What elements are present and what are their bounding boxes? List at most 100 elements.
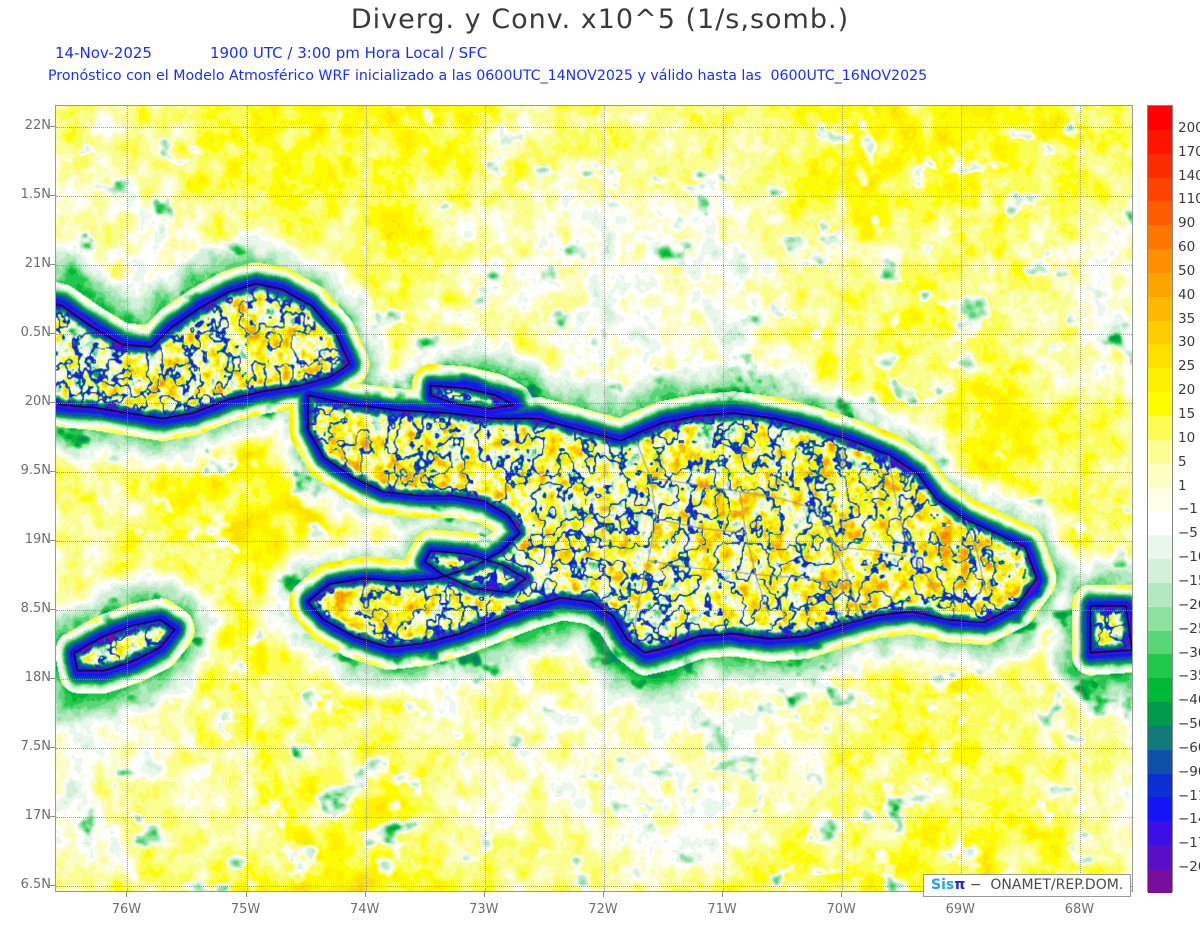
colorbar-tick-label: −60	[1178, 739, 1200, 756]
y-axis-label: 19N	[24, 531, 51, 547]
attribution-badge: Sisπ − ONAMET/REP.DOM.	[923, 874, 1132, 897]
y-axis-label: 21N	[24, 255, 51, 271]
y-tick	[50, 401, 55, 403]
colorbar-tick-label: −10	[1178, 549, 1200, 566]
x-tick	[722, 892, 724, 897]
colorbar-tick-label: 50	[1178, 262, 1196, 279]
colorbar-tick-label: 15	[1178, 406, 1196, 423]
colorbar-swatch	[1148, 821, 1172, 846]
colorbar-tick-label: 1	[1178, 477, 1187, 494]
x-axis-label: 76W	[111, 902, 142, 917]
colorbar-tick-label: −30	[1178, 644, 1200, 661]
colorbar-swatch	[1148, 582, 1172, 607]
colorbar-swatch	[1148, 392, 1172, 416]
colorbar-tick-label: −5	[1178, 525, 1198, 542]
model-description: Pronóstico con el Modelo Atmosférico WRF…	[48, 68, 928, 84]
colorbar-swatch	[1148, 106, 1172, 130]
x-tick	[364, 892, 366, 897]
y-axis-label: 8.5N	[20, 600, 51, 616]
y-tick	[50, 470, 55, 472]
colorbar-tick-label: 40	[1178, 286, 1196, 303]
x-axis-label: 71W	[707, 902, 737, 917]
map-plot-area	[55, 105, 1133, 892]
y-axis-label: 6.5N	[20, 877, 51, 893]
colorbar-tick-label: −35	[1178, 668, 1200, 685]
colorbar-tick-label: 25	[1178, 358, 1196, 375]
colorbar-swatch	[1148, 296, 1172, 321]
y-axis-label: 22N	[24, 117, 51, 133]
colorbar-tick-label: 60	[1178, 239, 1196, 256]
forecast-date: 14-Nov-2025	[55, 44, 152, 62]
colorbar-swatch	[1148, 725, 1172, 750]
forecast-datetime-line: 14-Nov-2025 1900 UTC / 3:00 pm Hora Local…	[55, 44, 487, 62]
y-axis-label: 20N	[24, 393, 51, 409]
y-axis-label: 9.5N	[20, 462, 51, 478]
x-axis-label: 68W	[1064, 902, 1095, 917]
y-tick	[50, 816, 55, 818]
y-tick	[50, 885, 55, 887]
colorbar-tick-label: −20	[1178, 596, 1200, 613]
colorbar-tick-label: −90	[1178, 763, 1200, 780]
colorbar-tick-label: 10	[1178, 429, 1196, 446]
colorbar-tick-label: −140	[1178, 811, 1200, 828]
page-title: Diverg. y Conv. x10^5 (1/s,somb.)	[350, 4, 850, 35]
colorbar-tick-label: 200	[1178, 119, 1200, 136]
y-tick	[50, 747, 55, 749]
divergence-convergence-field	[56, 106, 1132, 891]
forecast-time: 1900 UTC / 3:00 pm Hora Local / SFC	[209, 44, 488, 62]
x-tick	[245, 892, 247, 897]
colorbar-tick-label: 20	[1178, 382, 1196, 399]
x-axis-label: 73W	[469, 902, 499, 917]
colorbar-tick-label: −170	[1178, 835, 1200, 852]
colorbar-swatch	[1148, 272, 1172, 297]
y-axis-label: 7.5N	[20, 739, 51, 755]
colorbar-swatch	[1148, 797, 1172, 822]
colorbar-tick-label: −110	[1178, 787, 1200, 804]
colorbar-tick-label: 170	[1178, 143, 1200, 160]
pi-icon: π	[954, 877, 966, 893]
colorbar-tick-label: 5	[1178, 453, 1187, 470]
colorbar-swatch	[1148, 225, 1172, 250]
y-axis-label: 0.5N	[20, 324, 51, 340]
y-tick	[50, 125, 55, 127]
colorbar-swatch	[1148, 559, 1172, 583]
colorbar-tick-label: −40	[1178, 692, 1200, 709]
colorbar	[1147, 105, 1173, 893]
x-axis-label: 69W	[945, 902, 975, 917]
x-axis-label: 74W	[349, 902, 380, 917]
colorbar-tick-label: −50	[1178, 716, 1200, 733]
colorbar-swatch	[1148, 368, 1172, 393]
colorbar-tick-label: 30	[1178, 334, 1196, 351]
x-axis-label: 70W	[826, 902, 856, 917]
y-tick	[50, 608, 55, 610]
y-axis-label: 1.5N	[20, 186, 51, 202]
y-axis-label: 18N	[24, 669, 51, 685]
colorbar-swatch	[1148, 177, 1172, 202]
colorbar-swatch	[1148, 153, 1172, 178]
colorbar-swatch	[1148, 249, 1172, 273]
colorbar-tick-label: −25	[1178, 620, 1200, 637]
colorbar-swatch	[1148, 511, 1172, 536]
colorbar-swatch	[1148, 749, 1172, 774]
colorbar-swatch	[1148, 439, 1172, 464]
colorbar-swatch	[1148, 487, 1172, 512]
colorbar-tick-label: 110	[1178, 191, 1200, 208]
y-axis-label: 17N	[24, 808, 51, 824]
x-axis-label: 75W	[230, 902, 261, 917]
colorbar-swatch	[1148, 129, 1172, 154]
x-tick	[841, 892, 843, 897]
colorbar-swatch	[1148, 535, 1172, 560]
colorbar-tick-label: 35	[1178, 310, 1196, 327]
y-tick	[50, 263, 55, 265]
colorbar-swatch	[1148, 702, 1172, 726]
brand-name: Sis	[931, 877, 955, 893]
colorbar-tick-label: −15	[1178, 572, 1200, 589]
y-tick	[50, 332, 55, 334]
colorbar-tick-label: 90	[1178, 215, 1196, 232]
colorbar-swatch	[1148, 845, 1172, 869]
x-tick	[483, 892, 485, 897]
colorbar-swatch	[1148, 606, 1172, 631]
colorbar-tick-label: −1	[1178, 501, 1198, 518]
agency-name: − ONAMET/REP.DOM.	[969, 877, 1124, 893]
colorbar-tick-label: 140	[1178, 167, 1200, 184]
